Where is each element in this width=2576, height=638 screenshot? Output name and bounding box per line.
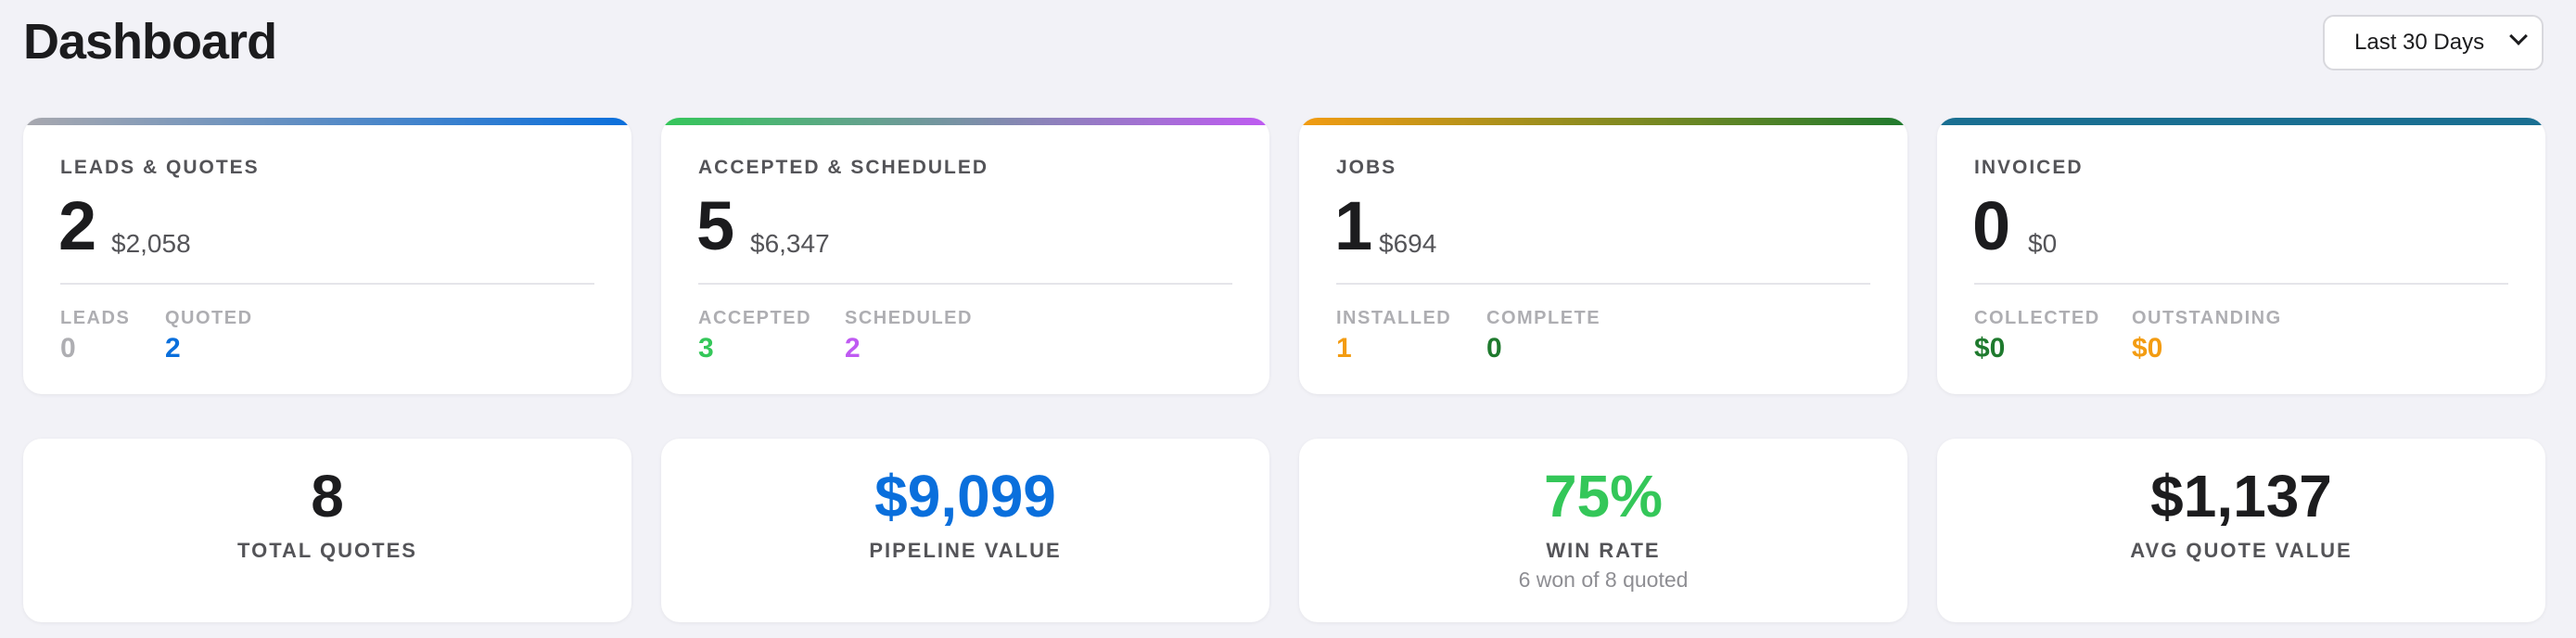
divider xyxy=(1336,283,1870,285)
card-count: 2 xyxy=(58,187,97,264)
card-accent-bar xyxy=(1937,118,2545,125)
collected-value: $0 xyxy=(1974,333,2006,364)
page-title: Dashboard xyxy=(23,14,277,70)
win-rate-card: 75% WIN RATE 6 won of 8 quoted xyxy=(1299,439,1907,622)
stat-label: WIN RATE xyxy=(1546,539,1661,562)
card-amount: $6,347 xyxy=(750,229,830,258)
total-quotes-card: 8 TOTAL QUOTES xyxy=(23,439,631,622)
collected-label: COLLECTED xyxy=(1974,308,2100,328)
card-accent-bar xyxy=(1299,118,1907,125)
outstanding-value: $0 xyxy=(2132,333,2163,364)
complete-value: 0 xyxy=(1486,333,1502,364)
card-label: LEADS & QUOTES xyxy=(60,157,260,178)
divider xyxy=(60,283,594,285)
stat-label: PIPELINE VALUE xyxy=(869,539,1062,562)
chevron-down-icon xyxy=(2509,27,2528,45)
leads-value: 0 xyxy=(60,333,76,364)
leads-label: LEADS xyxy=(60,308,131,328)
outstanding-label: OUTSTANDING xyxy=(2132,308,2282,328)
leads-quotes-card[interactable]: LEADS & QUOTES 2 $2,058 LEADS 0 QUOTED 2 xyxy=(23,118,631,394)
date-range-select[interactable]: Last 30 Days xyxy=(2323,15,2544,70)
card-count: 0 xyxy=(1972,187,2011,264)
quoted-label: QUOTED xyxy=(165,308,253,328)
date-range-value: Last 30 Days xyxy=(2354,30,2485,55)
installed-value: 1 xyxy=(1336,333,1352,364)
stat-note: 6 won of 8 quoted xyxy=(1518,568,1689,592)
complete-label: COMPLETE xyxy=(1486,308,1601,328)
card-label: ACCEPTED & SCHEDULED xyxy=(698,157,989,178)
stat-value: 75% xyxy=(1543,463,1664,530)
invoiced-card[interactable]: INVOICED 0 $0 COLLECTED $0 OUTSTANDING $… xyxy=(1937,118,2545,394)
accepted-value: 3 xyxy=(698,333,714,364)
card-accent-bar xyxy=(23,118,631,125)
stat-label: TOTAL QUOTES xyxy=(237,539,417,562)
scheduled-label: SCHEDULED xyxy=(845,308,973,328)
installed-label: INSTALLED xyxy=(1336,308,1452,328)
card-amount: $694 xyxy=(1379,229,1437,258)
stat-value: $1,137 xyxy=(2150,463,2332,530)
stat-label: AVG QUOTE VALUE xyxy=(2130,539,2353,562)
card-amount: $0 xyxy=(2028,229,2058,258)
stat-value: $9,099 xyxy=(874,463,1056,530)
quoted-value: 2 xyxy=(165,333,181,364)
scheduled-value: 2 xyxy=(845,333,861,364)
card-count: 1 xyxy=(1334,187,1373,264)
accepted-scheduled-card[interactable]: ACCEPTED & SCHEDULED 5 $6,347 ACCEPTED 3… xyxy=(661,118,1269,394)
card-count: 5 xyxy=(696,187,735,264)
card-label: JOBS xyxy=(1336,157,1397,178)
card-accent-bar xyxy=(661,118,1269,125)
stat-value: 8 xyxy=(311,463,344,530)
accepted-label: ACCEPTED xyxy=(698,308,812,328)
jobs-card[interactable]: JOBS 1 $694 INSTALLED 1 COMPLETE 0 xyxy=(1299,118,1907,394)
divider xyxy=(1974,283,2508,285)
divider xyxy=(698,283,1232,285)
card-amount: $2,058 xyxy=(111,229,191,258)
avg-quote-value-card: $1,137 AVG QUOTE VALUE xyxy=(1937,439,2545,622)
pipeline-value-card: $9,099 PIPELINE VALUE xyxy=(661,439,1269,622)
card-label: INVOICED xyxy=(1974,157,2084,178)
